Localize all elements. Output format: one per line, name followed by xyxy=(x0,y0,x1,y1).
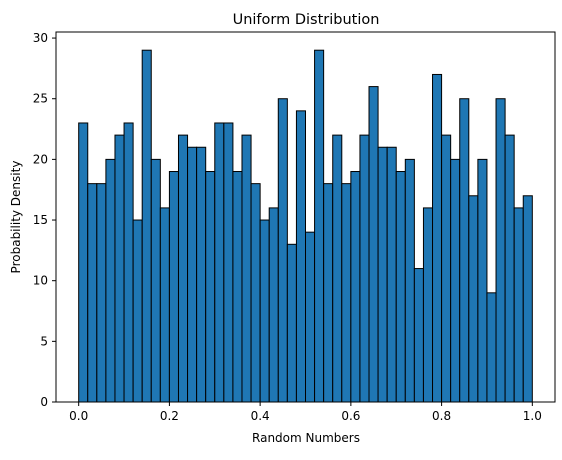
x-axis-ticks: 0.0 0.2 0.4 0.6 0.8 1.0 xyxy=(69,402,542,423)
histogram-bar xyxy=(314,49,325,403)
histogram-bar xyxy=(350,171,361,403)
chart-title: Uniform Distribution xyxy=(233,12,380,28)
x-tick-label: 0.2 xyxy=(160,409,179,423)
histogram-bar xyxy=(386,146,397,403)
x-tick-label: 0.0 xyxy=(69,409,88,423)
histogram-bar xyxy=(332,134,343,403)
histogram-bar xyxy=(241,134,252,403)
plot-frame xyxy=(55,31,556,403)
histogram-bar xyxy=(141,49,152,403)
histogram-bar xyxy=(323,183,334,403)
histogram-bar xyxy=(105,158,116,403)
histogram-bar xyxy=(196,146,207,403)
histogram-bar xyxy=(132,219,143,403)
histogram-bar xyxy=(522,195,533,403)
x-tick-label: 0.8 xyxy=(432,409,451,423)
histogram-bar xyxy=(422,207,434,403)
x-tick-label: 0.6 xyxy=(341,409,360,423)
histogram-bar xyxy=(87,183,98,403)
y-tick-label: 15 xyxy=(33,213,48,227)
histogram-bar xyxy=(259,219,270,403)
histogram-bar xyxy=(377,146,388,403)
histogram-bar xyxy=(168,171,179,403)
histogram-bar xyxy=(368,86,379,403)
histogram-bar xyxy=(177,134,189,403)
bars-layer xyxy=(78,49,533,403)
histogram-bar xyxy=(295,110,306,403)
histogram-bar xyxy=(477,158,488,403)
y-tick-label: 5 xyxy=(40,334,48,348)
histogram-bar xyxy=(504,134,515,403)
histogram-bar xyxy=(250,183,261,403)
histogram-bar xyxy=(404,158,415,403)
y-axis-title: Probability Density xyxy=(9,161,23,274)
y-tick-label: 0 xyxy=(40,395,48,409)
histogram-bar xyxy=(78,122,89,403)
histogram-bar xyxy=(205,171,216,403)
x-tick-label: 0.4 xyxy=(251,409,270,423)
histogram-bar xyxy=(214,122,225,403)
histogram-bar xyxy=(450,158,461,403)
histogram-bar xyxy=(286,243,297,403)
histogram-bar xyxy=(495,98,506,403)
histogram-bar xyxy=(268,207,279,403)
histogram-bar xyxy=(114,134,125,403)
histogram-bar xyxy=(486,292,497,403)
histogram-bar xyxy=(441,134,452,403)
histogram-bar xyxy=(395,171,406,403)
histogram-bar xyxy=(223,122,234,403)
histogram-bar xyxy=(341,183,352,403)
histogram-bar xyxy=(305,231,316,403)
histogram-bar xyxy=(359,134,370,403)
histogram-bar xyxy=(123,122,134,403)
histogram-bar xyxy=(413,268,424,403)
y-tick-label: 25 xyxy=(33,92,48,106)
histogram-bar xyxy=(159,207,170,403)
histogram-bar xyxy=(513,207,524,403)
histogram-bar xyxy=(96,183,107,403)
y-axis-ticks: 0 5 10 15 20 25 30 xyxy=(33,31,56,409)
histogram-bar xyxy=(468,195,479,403)
histogram-bar xyxy=(459,98,470,403)
y-tick-label: 30 xyxy=(33,31,48,45)
x-axis-title: Random Numbers xyxy=(252,431,360,445)
histogram-bar xyxy=(150,158,161,403)
histogram-bar xyxy=(277,98,288,403)
y-tick-label: 20 xyxy=(33,152,48,166)
histogram-bar xyxy=(232,171,243,403)
y-tick-label: 10 xyxy=(33,274,48,288)
histogram-bar xyxy=(432,73,443,403)
x-tick-label: 1.0 xyxy=(523,409,542,423)
histogram-bar xyxy=(187,146,198,403)
